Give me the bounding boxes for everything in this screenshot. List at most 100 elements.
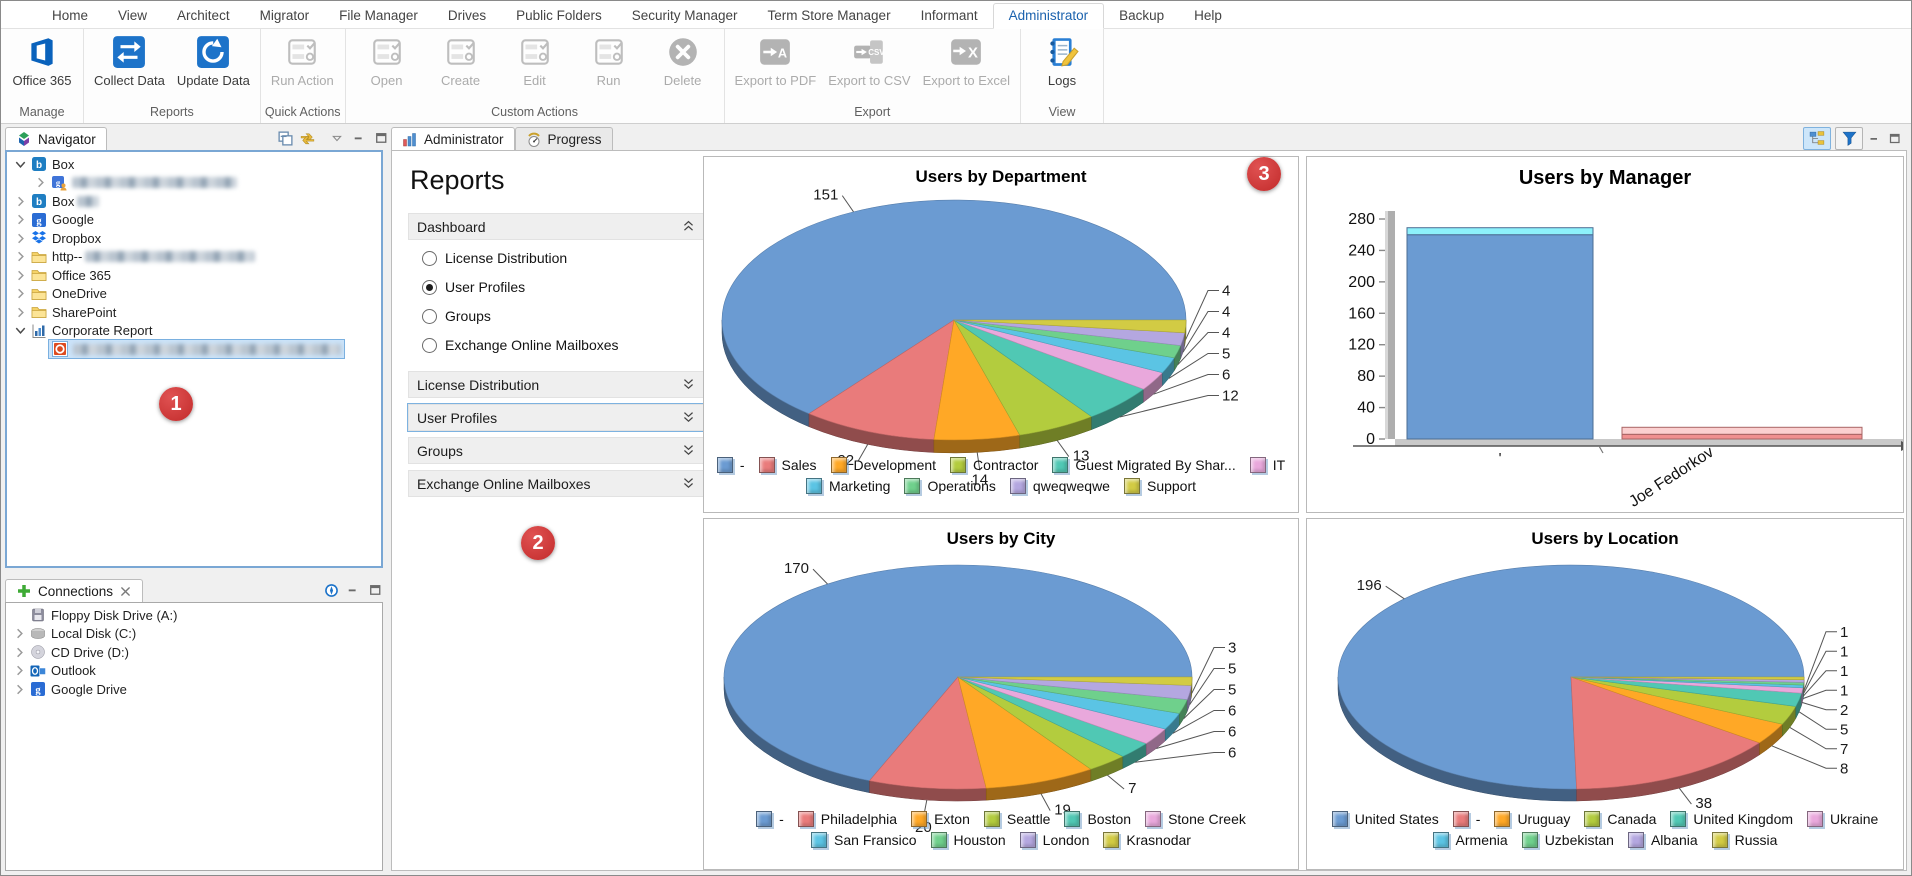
ribbon-tab-backup[interactable]: Backup: [1119, 8, 1165, 23]
ribbon-tab-home[interactable]: Home: [52, 8, 89, 23]
legend-label: Uzbekistan: [1544, 832, 1614, 848]
maximize-icon[interactable]: [373, 130, 390, 147]
expand-arrow-icon[interactable]: [33, 175, 48, 190]
tree-item-outlook[interactable]: Outlook: [6, 662, 382, 681]
navigator-tab[interactable]: Navigator: [5, 126, 107, 151]
maximize-icon[interactable]: [367, 582, 384, 599]
update-data-button[interactable]: Update Data: [171, 31, 256, 90]
tree-item-sharepoint[interactable]: SharePoint: [7, 303, 381, 322]
cd-icon: [30, 644, 46, 660]
legend-label: Support: [1146, 478, 1197, 494]
tree-item[interactable]: g: [7, 174, 381, 193]
connections-tab[interactable]: Connections: [5, 578, 144, 603]
tab-label: Progress: [547, 132, 602, 147]
legend-marker-icon: [1452, 811, 1469, 827]
maximize-icon[interactable]: [1887, 131, 1903, 147]
minimize-icon[interactable]: [345, 582, 362, 599]
tree-item-office-365[interactable]: Office 365: [7, 266, 381, 285]
expand-arrow-icon[interactable]: [13, 194, 28, 209]
collapse-arrow-icon[interactable]: [13, 157, 28, 172]
legend-item: Houston: [930, 832, 1006, 848]
tree-item-corporate-report[interactable]: Corporate Report: [7, 322, 381, 341]
minimize-icon[interactable]: [1867, 131, 1883, 147]
expand-arrow-icon[interactable]: [13, 249, 28, 264]
dropdown-chevron-icon[interactable]: [329, 130, 346, 147]
legend-marker-icon: [1331, 811, 1348, 827]
ribbon: Home View Architect Migrator File Manager Dri…: [1, 1, 1911, 124]
hierarchy-view-button[interactable]: [1803, 127, 1831, 150]
section-header-groups[interactable]: Groups: [408, 437, 704, 464]
duplicate-icon[interactable]: [277, 130, 294, 147]
office-365-button[interactable]: Office 365: [5, 31, 79, 90]
ribbon-tab-informant[interactable]: Informant: [920, 8, 978, 23]
expand-arrow-icon[interactable]: [13, 286, 28, 301]
tree-item-local-disk-c-[interactable]: Local Disk (C:): [6, 625, 382, 644]
collect-data-button[interactable]: Collect Data: [88, 31, 171, 90]
minimize-icon[interactable]: [351, 130, 368, 147]
legend-item: San Fransico: [811, 832, 917, 848]
ribbon-tab-drives[interactable]: Drives: [447, 8, 487, 23]
collapse-arrow-icon[interactable]: [13, 323, 28, 338]
tree-item-google-drive[interactable]: g Google Drive: [6, 680, 382, 699]
svg-text:b: b: [36, 160, 42, 171]
radio-groups[interactable]: Groups: [422, 308, 700, 324]
section-header-license-distribution[interactable]: License Distribution: [408, 371, 704, 398]
folder-icon: [31, 267, 47, 283]
tree-item-content: g Google: [28, 211, 97, 229]
tree-item-onedrive[interactable]: OneDrive: [7, 285, 381, 304]
tree-item-content: b Box: [28, 192, 102, 210]
expand-arrow-icon[interactable]: [12, 682, 27, 697]
section-header-dashboard[interactable]: Dashboard: [408, 213, 704, 240]
tree-item-box[interactable]: b Box: [7, 192, 381, 211]
ribbon-tab-security-manager[interactable]: Security Manager: [631, 8, 738, 23]
filter-button[interactable]: [1835, 127, 1863, 150]
legend-label: United States: [1354, 811, 1439, 827]
compass-icon[interactable]: [323, 582, 340, 599]
chart-users-by-location: Users by Location 1 1 1 1 2 5 7 8 196 38 United Sta…: [1306, 518, 1904, 870]
logs-button[interactable]: Logs: [1025, 31, 1099, 90]
expand-arrow-icon[interactable]: [13, 305, 28, 320]
section-header-user-profiles[interactable]: User Profiles: [407, 403, 705, 432]
close-icon[interactable]: [119, 585, 132, 598]
ribbon-tab-file-manager[interactable]: File Manager: [339, 8, 418, 23]
funnel-icon: [1841, 130, 1858, 147]
expand-arrow-icon[interactable]: [12, 645, 27, 660]
tree-item-http-[interactable]: http--: [7, 248, 381, 267]
tree-item[interactable]: [7, 339, 381, 360]
navigator-toolbar: [277, 130, 316, 147]
expand-arrow-icon[interactable]: [13, 231, 28, 246]
office-file-icon: [52, 341, 68, 358]
ribbon-tab-administrator[interactable]: Administrator: [992, 3, 1105, 29]
tab-administrator[interactable]: Administrator: [391, 127, 515, 151]
expand-arrow-icon[interactable]: [12, 663, 27, 678]
pie-callout-value: 14: [971, 471, 988, 488]
y-axis-tick-label: 200: [1348, 274, 1375, 291]
radio-exchange-online-mailboxes[interactable]: Exchange Online Mailboxes: [422, 337, 700, 353]
tab-progress[interactable]: Progress: [514, 127, 613, 151]
radio-user-profiles[interactable]: User Profiles: [422, 279, 700, 295]
expand-arrow-icon[interactable]: [12, 626, 27, 641]
tree-item-cd-drive-d-[interactable]: CD Drive (D:): [6, 643, 382, 662]
legend-marker-icon: [1670, 811, 1687, 827]
section-header-exchange-online-mailboxes[interactable]: Exchange Online Mailboxes: [408, 470, 704, 497]
ribbon-tab-help[interactable]: Help: [1194, 8, 1222, 23]
tree-item-floppy-disk-drive-a-[interactable]: Floppy Disk Drive (A:): [6, 606, 382, 625]
update-data-icon: [196, 35, 230, 69]
expand-arrow-icon[interactable]: [13, 268, 28, 283]
radio-license-distribution[interactable]: License Distribution: [422, 250, 700, 266]
tree-item-google[interactable]: g Google: [7, 211, 381, 230]
bar-plot: 0 40 80 120 160 200 240 280 ' Joe Fedorkov: [1348, 211, 1903, 511]
box-icon: b: [31, 156, 47, 172]
sync-icon[interactable]: [299, 130, 316, 147]
ribbon-tab-view[interactable]: View: [118, 8, 148, 23]
ribbon-tab-migrator[interactable]: Migrator: [259, 8, 310, 23]
marker-badge-2: 2: [521, 526, 555, 560]
export-to-csv-button: CSV Export to CSV: [822, 31, 916, 90]
ribbon-tab-public-folders[interactable]: Public Folders: [516, 8, 602, 23]
ribbon-tab-architect[interactable]: Architect: [177, 8, 230, 23]
ribbon-tab-term-store-manager[interactable]: Term Store Manager: [767, 8, 891, 23]
tree-item-dropbox[interactable]: Dropbox: [7, 229, 381, 248]
document-tab-bar: Administrator Progress: [391, 127, 1907, 151]
tree-item-box[interactable]: b Box: [7, 155, 381, 174]
expand-arrow-icon[interactable]: [13, 212, 28, 227]
